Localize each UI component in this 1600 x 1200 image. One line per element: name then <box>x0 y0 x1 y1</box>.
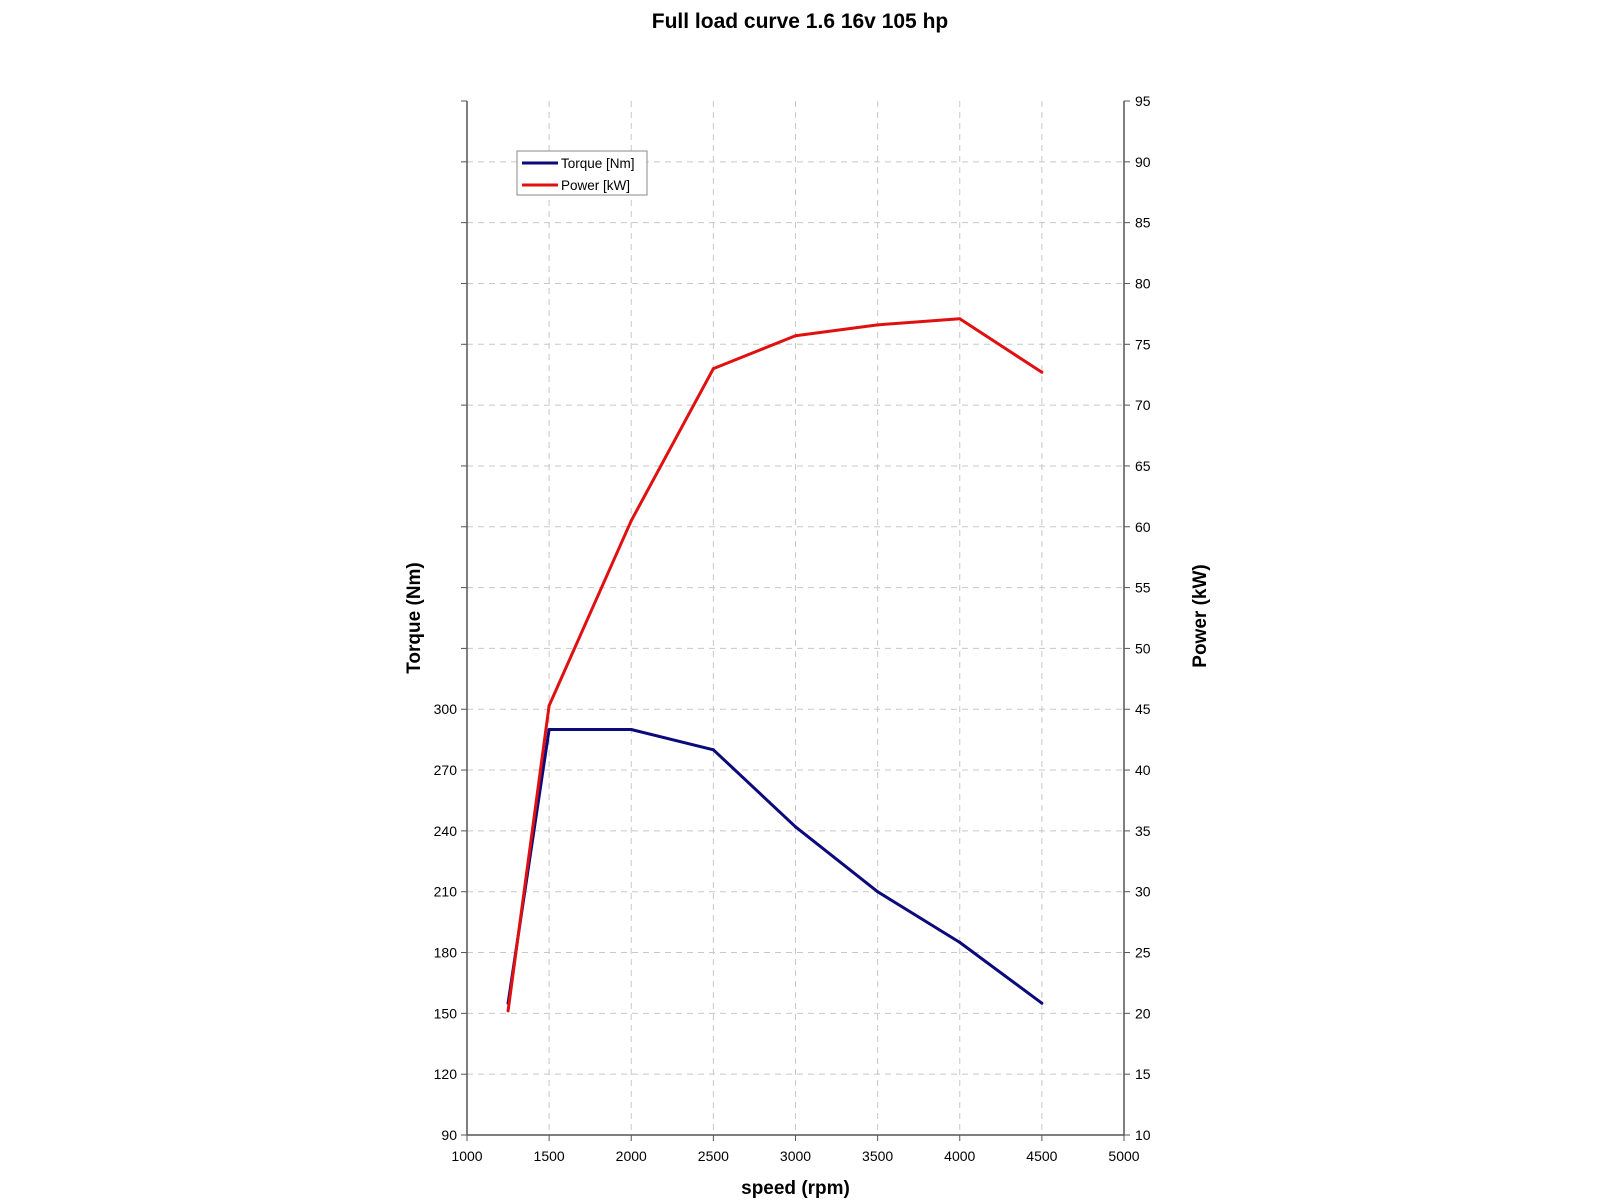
y-axis-right-title: Power (kW) <box>1190 564 1211 667</box>
data-point <box>711 748 715 752</box>
y-right-tick-label: 45 <box>1135 701 1151 717</box>
y-left-tick-label: 90 <box>441 1127 457 1143</box>
data-point <box>506 1009 510 1013</box>
legend-label: Torque [Nm] <box>561 156 635 171</box>
legend-label: Power [kW] <box>561 178 630 193</box>
y-right-tick-label: 15 <box>1135 1066 1151 1082</box>
y-right-tick-label: 90 <box>1135 154 1151 170</box>
legend-box <box>516 150 648 196</box>
grid-lines <box>467 101 1124 1135</box>
x-tick-label: 4000 <box>944 1148 975 1164</box>
y-right-tick-label: 40 <box>1135 762 1151 778</box>
y-left-tick-label: 270 <box>434 762 458 778</box>
data-point <box>1040 370 1044 374</box>
x-tick-label: 3500 <box>862 1148 893 1164</box>
y-right-tick-label: 25 <box>1135 945 1151 961</box>
y-right-tick-label: 10 <box>1135 1127 1151 1143</box>
x-tick-label: 2000 <box>616 1148 647 1164</box>
y-right-tick-label: 20 <box>1135 1005 1151 1021</box>
data-series <box>506 317 1044 1013</box>
x-tick-label: 1000 <box>451 1148 482 1164</box>
y-right-tick-label: 65 <box>1135 458 1151 474</box>
data-point <box>711 367 715 371</box>
chart-title: Full load curve 1.6 16v 105 hp <box>651 10 949 33</box>
data-point <box>876 323 880 327</box>
y-left-tick-label: 300 <box>434 701 458 717</box>
y-right-tick-label: 70 <box>1135 397 1151 413</box>
y-right-tick-label: 75 <box>1135 336 1151 352</box>
data-point <box>794 825 797 829</box>
data-point <box>876 890 880 894</box>
series-line <box>506 317 1043 1012</box>
y-right-tick-label: 95 <box>1135 93 1151 109</box>
y-right-tick-label: 35 <box>1135 823 1151 839</box>
data-point <box>547 728 551 732</box>
series-line <box>506 728 1043 1005</box>
x-axis-title: speed (rpm) <box>741 1178 850 1199</box>
y-right-tick-label: 85 <box>1135 215 1151 231</box>
x-tick-label: 3000 <box>780 1148 811 1164</box>
y-axis-left-title: Torque (Nm) <box>404 562 425 674</box>
data-point <box>547 704 551 708</box>
y-right-tick-label: 80 <box>1135 275 1151 291</box>
y-left-tick-label: 210 <box>434 884 458 900</box>
y-right-tick-label: 50 <box>1135 640 1151 656</box>
x-tick-label: 2500 <box>698 1148 729 1164</box>
y-left-tick-label: 150 <box>434 1005 458 1021</box>
legend: Torque [Nm] Power [kW] <box>516 150 648 196</box>
y-left-tick-label: 180 <box>434 945 458 961</box>
y-left-tick-label: 240 <box>434 823 458 839</box>
data-point <box>958 940 962 944</box>
y-right-tick-label: 30 <box>1135 884 1151 900</box>
x-tick-label: 1500 <box>534 1148 565 1164</box>
y-right-tick-label: 60 <box>1135 519 1151 535</box>
x-tick-label: 5000 <box>1108 1148 1139 1164</box>
y-right-tick-label: 55 <box>1135 580 1151 596</box>
data-point <box>794 334 797 338</box>
axes <box>461 100 1130 1141</box>
data-point <box>958 317 962 321</box>
data-point <box>629 519 633 523</box>
tick-labels: 1000 1500 2000 2500 3000 3500 4000 4500 5000 90 12… <box>434 93 1151 1164</box>
x-tick-label: 4500 <box>1026 1148 1057 1164</box>
data-point <box>629 728 633 732</box>
data-point <box>1040 1001 1044 1005</box>
y-left-tick-label: 120 <box>434 1066 458 1082</box>
